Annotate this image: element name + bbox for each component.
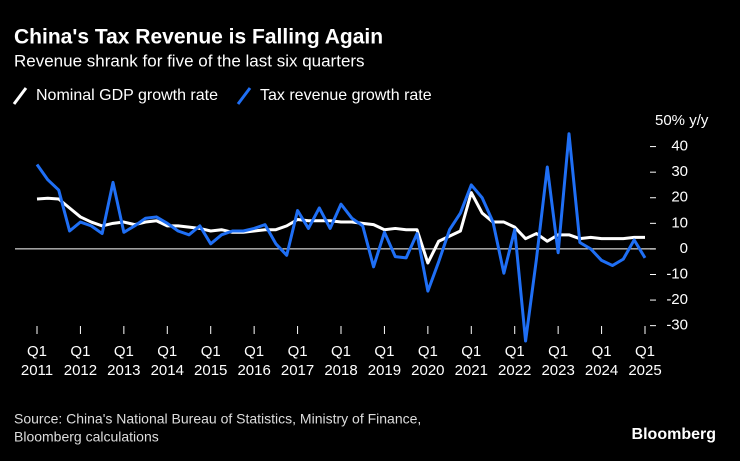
y-tick-label: 40 — [671, 138, 688, 155]
source: Source: China's National Bureau of Stati… — [14, 411, 421, 427]
x-tick-quarter: Q1 — [418, 343, 438, 360]
y-tick-label: -20 — [666, 291, 688, 308]
x-tick-label: 2011 — [21, 362, 53, 379]
y-tick-label: 20 — [671, 189, 688, 206]
x-tick-label: 2016 — [237, 362, 270, 379]
x-tick-label: 2015 — [194, 362, 227, 379]
x-tick-label: 2014 — [151, 362, 184, 379]
x-tick-quarter: Q1 — [592, 343, 612, 360]
x-tick-quarter: Q1 — [548, 343, 568, 360]
x-tick-quarter: Q1 — [374, 343, 394, 360]
x-tick-label: 2017 — [281, 362, 314, 379]
x-tick-label: 2022 — [498, 362, 531, 379]
x-tick-label: 2025 — [628, 362, 661, 379]
legend-swatch — [12, 87, 28, 105]
chart-subtitle: Revenue shrank for five of the last six … — [14, 51, 365, 70]
y-tick-label: -10 — [666, 265, 688, 282]
x-tick-quarter: Q1 — [461, 343, 481, 360]
brand: Bloomberg — [632, 426, 716, 443]
y-tick-label: 0 — [680, 240, 688, 257]
x-tick-quarter: Q1 — [157, 343, 177, 360]
legend-label: Nominal GDP growth rate — [36, 87, 218, 104]
x-tick-label: 2018 — [324, 362, 357, 379]
x-tick-quarter: Q1 — [331, 343, 351, 360]
x-tick-label: 2013 — [107, 362, 140, 379]
series-line — [35, 132, 647, 343]
x-tick-quarter: Q1 — [244, 343, 264, 360]
x-tick-label: 2012 — [64, 362, 97, 379]
x-tick-quarter: Q1 — [288, 343, 308, 360]
source: Bloomberg calculations — [14, 429, 159, 445]
legend-swatch — [236, 87, 252, 105]
x-tick-quarter: Q1 — [27, 343, 47, 360]
x-tick-quarter: Q1 — [70, 343, 90, 360]
x-tick-label: 2021 — [455, 362, 488, 379]
x-tick-label: 2023 — [541, 362, 574, 379]
legend-label: Tax revenue growth rate — [260, 87, 432, 104]
y-tick-label: 10 — [671, 214, 688, 231]
x-tick-quarter: Q1 — [505, 343, 525, 360]
x-tick-label: 2024 — [585, 362, 618, 379]
x-tick-quarter: Q1 — [114, 343, 134, 360]
chart-title: China's Tax Revenue is Falling Again — [14, 26, 383, 49]
x-tick-label: 2020 — [411, 362, 444, 379]
x-tick-quarter: Q1 — [201, 343, 221, 360]
y-tick-label: -30 — [666, 317, 688, 334]
x-tick-quarter: Q1 — [635, 343, 655, 360]
y-tick-label: 50% y/y — [655, 112, 709, 129]
y-tick-label: 30 — [671, 163, 688, 180]
x-tick-label: 2019 — [368, 362, 401, 379]
